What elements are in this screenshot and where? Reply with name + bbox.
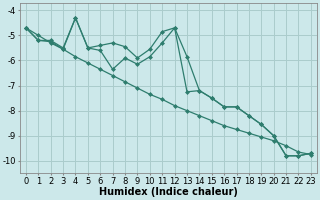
X-axis label: Humidex (Indice chaleur): Humidex (Indice chaleur): [99, 187, 238, 197]
